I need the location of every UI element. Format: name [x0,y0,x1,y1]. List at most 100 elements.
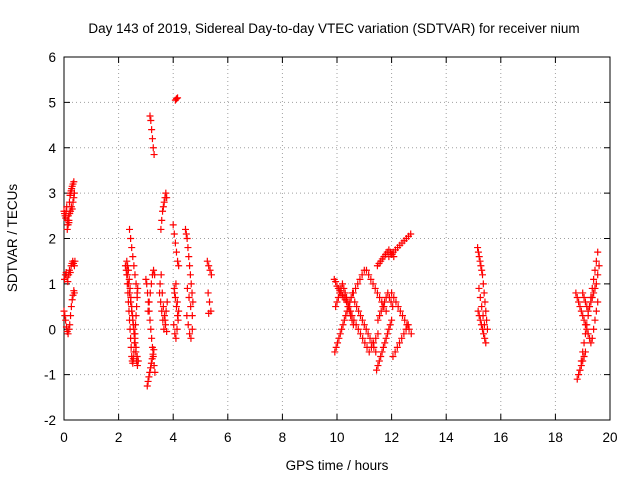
data-point [581,330,589,338]
data-point [171,289,179,297]
data-point [142,275,150,283]
data-point [591,316,599,324]
data-point [580,293,588,301]
data-point [163,194,171,202]
data-point [151,271,159,279]
data-point [64,278,72,286]
data-point [364,330,372,338]
data-point [150,151,158,159]
data-point [187,334,195,342]
x-tick-label: 14 [439,430,455,445]
data-point [345,303,353,311]
data-point [149,144,157,152]
data-point [173,325,181,333]
y-tick-label: -1 [44,368,56,383]
x-tick-label: 8 [279,430,287,445]
data-point [580,352,588,360]
x-tick-label: 2 [115,430,123,445]
data-point [206,266,214,274]
data-point [207,271,215,279]
data-point [146,316,154,324]
y-tick-label: 5 [48,95,56,110]
data-point [590,289,598,297]
data-point [163,328,171,336]
data-point [355,307,363,315]
data-point [163,298,171,306]
data-point [158,216,166,224]
data-point [367,275,375,283]
data-point [377,352,385,360]
data-point [343,293,351,301]
data-point [186,262,194,270]
data-point [588,293,596,301]
data-point [172,95,180,103]
data-point [478,266,486,274]
chart-title: Day 143 of 2019, Sidereal Day-to-day VTE… [88,21,579,36]
data-point [170,321,178,329]
data-point [125,275,133,283]
data-point [361,339,369,347]
data-point [71,257,79,265]
data-point [373,366,381,374]
data-point [576,366,584,374]
data-point [67,312,75,320]
data-point [65,325,73,333]
data-point [342,312,350,320]
y-tick-label: 0 [48,322,56,337]
data-point [65,216,73,224]
data-point [572,289,580,297]
data-point [128,244,136,252]
grid [64,57,610,420]
data-point [373,289,381,297]
data-point [148,126,156,134]
data-point [587,339,595,347]
y-axis-label: SDTVAR / TECUs [5,184,20,293]
data-point [573,375,581,383]
data-point [129,316,137,324]
data-point [171,330,179,338]
data-point [124,262,132,270]
data-point [145,298,153,306]
data-point [162,189,170,197]
data-point [474,307,482,315]
data-point [370,343,378,351]
data-point [336,330,344,338]
data-point [579,289,587,297]
data-point [581,348,589,356]
data-point [159,303,167,311]
data-point [385,325,393,333]
data-point [186,271,194,279]
data-point [205,262,213,270]
data-point [183,284,191,292]
data-point [127,235,135,242]
data-point [365,271,373,279]
data-point [356,312,364,320]
data-point [147,359,155,367]
data-point [389,352,397,360]
data-point [378,348,386,356]
data-point [159,203,167,211]
data-point [172,334,180,342]
data-point [128,307,136,315]
data-point [407,230,415,238]
data-point [479,312,487,320]
data-point [577,362,585,370]
data-point [338,280,346,288]
data-point [347,307,355,315]
data-point [172,280,180,288]
data-point [150,346,158,354]
data-point [352,321,360,329]
data-point [185,293,193,301]
data-point [341,289,349,297]
data-point [575,371,583,379]
data-point [186,330,194,338]
data-point [126,225,134,233]
data-point [187,303,195,311]
data-point [368,339,376,347]
data-point [590,325,598,333]
data-point [482,339,490,347]
y-tick-label: 6 [48,50,56,65]
data-point [375,357,383,365]
data-point [394,303,402,311]
data-point [127,298,135,306]
